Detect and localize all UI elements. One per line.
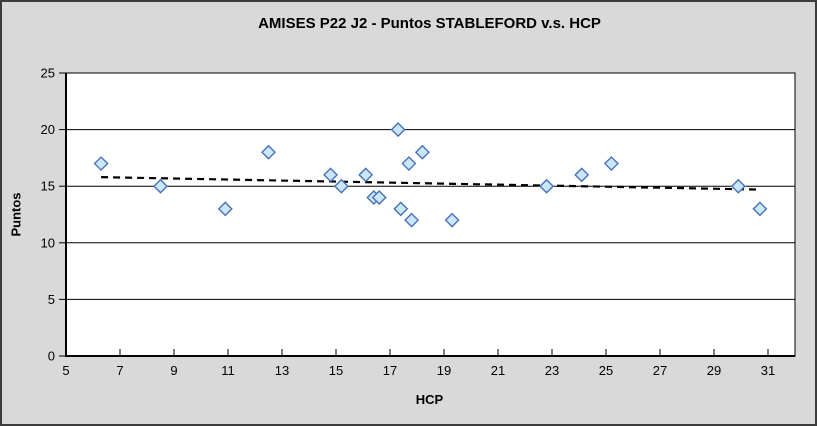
y-tick-label: 20 <box>41 122 55 137</box>
data-point-marker <box>261 144 276 160</box>
data-point-marker <box>371 190 387 206</box>
data-point-marker <box>414 144 430 160</box>
y-tick-label: 5 <box>48 292 55 307</box>
x-tick-label: 19 <box>437 363 451 378</box>
data-point-marker <box>444 212 460 228</box>
y-tick-label: 25 <box>41 66 55 81</box>
trendline <box>101 176 760 191</box>
y-tick-label: 0 <box>48 349 55 364</box>
plot-area <box>65 72 796 357</box>
y-tick-label: 15 <box>41 179 55 194</box>
x-tick-label: 11 <box>221 363 235 378</box>
x-tick-label: 31 <box>761 363 775 378</box>
x-tick-label: 25 <box>599 363 613 378</box>
data-point-marker <box>730 178 746 194</box>
data-point-marker <box>752 201 768 217</box>
data-point-marker <box>153 178 168 194</box>
data-point-marker <box>323 167 339 183</box>
y-tick-label: 10 <box>41 235 55 250</box>
data-point-marker <box>390 122 406 138</box>
data-point-marker <box>401 156 417 172</box>
x-tick-label: 15 <box>329 363 343 378</box>
x-tick-label: 27 <box>653 363 667 378</box>
x-axis-title: HCP <box>415 392 444 407</box>
data-point-marker <box>404 212 420 228</box>
data-point-marker <box>93 156 109 172</box>
data-point-marker <box>217 201 233 217</box>
data-point-marker <box>358 167 374 183</box>
x-tick-label: 21 <box>491 363 505 378</box>
data-point-marker <box>393 201 409 217</box>
data-point-marker <box>333 178 349 194</box>
x-tick-label: 17 <box>383 363 397 378</box>
data-point-marker <box>539 178 555 194</box>
data-point-marker <box>603 156 619 172</box>
x-tick-label: 5 <box>62 363 69 378</box>
x-tick-label: 7 <box>116 363 123 378</box>
x-tick-label: 13 <box>275 363 289 378</box>
x-tick-label: 9 <box>170 363 177 378</box>
x-tick-label: 23 <box>545 363 559 378</box>
chart-title: AMISES P22 J2 - Puntos STABLEFORD v.s. H… <box>258 15 601 32</box>
data-point-marker <box>574 167 590 183</box>
x-tick-label: 29 <box>707 363 721 378</box>
